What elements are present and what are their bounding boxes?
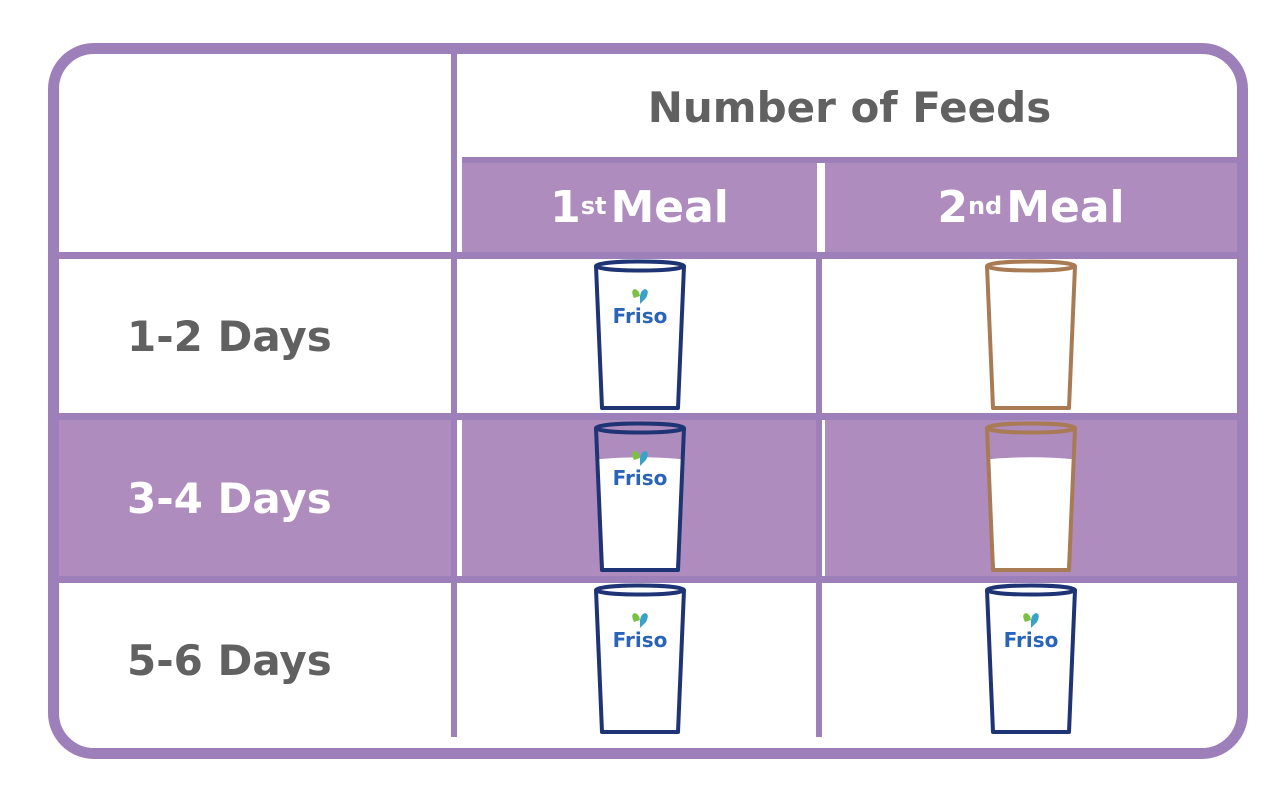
glass-rim [593, 259, 686, 273]
row-2-separator-a [456, 420, 462, 576]
logo-leaf-left [631, 613, 640, 622]
friso-logo-text: Friso [612, 304, 667, 328]
logo-leaf-right [1031, 613, 1039, 628]
friso-glass-icon: Friso [985, 583, 1077, 734]
cup-cell-r2-m1: Friso [462, 420, 817, 576]
row-label-1: 1-2 Days [127, 311, 332, 361]
glass-outline [593, 265, 686, 410]
cup-cell-r3-m1: Friso [462, 583, 817, 737]
row-label-3: 5-6 Days [127, 635, 332, 685]
logo-leaf-right [639, 289, 648, 304]
grid-vline-mid [816, 252, 822, 737]
milk-glass-icon [985, 421, 1077, 572]
header-separator [817, 163, 825, 252]
logo-leaf-right [639, 613, 648, 628]
glass-outline [593, 427, 686, 572]
meal-2-num: 2 [937, 182, 968, 233]
glass-outline [985, 589, 1077, 734]
glass-rim [593, 583, 686, 597]
empty-glass-icon [985, 259, 1077, 410]
glass-outline [985, 427, 1077, 572]
grid-hline-2 [59, 413, 1237, 420]
header-number-of-feeds: Number of Feeds [462, 54, 1237, 160]
row-label-2: 3-4 Days [59, 420, 456, 576]
glass-rim [985, 583, 1077, 597]
cup-cell-r3-m2: Friso [825, 583, 1237, 737]
logo-leaf-left [631, 451, 640, 460]
logo-leaf-left [631, 289, 640, 298]
header-title: Number of Feeds [647, 82, 1052, 132]
friso-logo [1023, 613, 1039, 628]
friso-logo-text: Friso [1004, 628, 1059, 652]
grid-hline-3 [59, 576, 1237, 583]
grid-vline-left [451, 54, 457, 737]
glass-outline [985, 265, 1077, 410]
cup-cell-r1-m1: Friso [462, 259, 817, 413]
friso-logo-text: Friso [612, 466, 667, 490]
logo-leaf-left [1023, 613, 1031, 622]
glass-rim [985, 259, 1077, 273]
friso-glass-icon: Friso [593, 259, 686, 410]
grid-hline-1 [59, 252, 1237, 259]
cup-cell-r1-m2 [825, 259, 1237, 413]
glass-rim [985, 421, 1077, 435]
cup-cell-r2-m2 [825, 420, 1237, 576]
friso-logo [631, 451, 648, 466]
glass-rim [593, 421, 686, 435]
friso-glass-icon: Friso [593, 421, 686, 572]
friso-logo [631, 289, 648, 304]
milk-fill [988, 457, 1074, 568]
meal-1-num: 1 [550, 182, 581, 233]
logo-leaf-right [639, 451, 648, 466]
friso-glass-icon: Friso [593, 583, 686, 734]
grid-hline-header [462, 157, 1237, 163]
meal-2-word: Meal [1006, 182, 1125, 233]
glass-outline [593, 589, 686, 734]
friso-logo-text: Friso [612, 628, 667, 652]
meal-1-word: Meal [610, 182, 729, 233]
friso-logo [631, 613, 648, 628]
milk-fill [596, 457, 683, 568]
